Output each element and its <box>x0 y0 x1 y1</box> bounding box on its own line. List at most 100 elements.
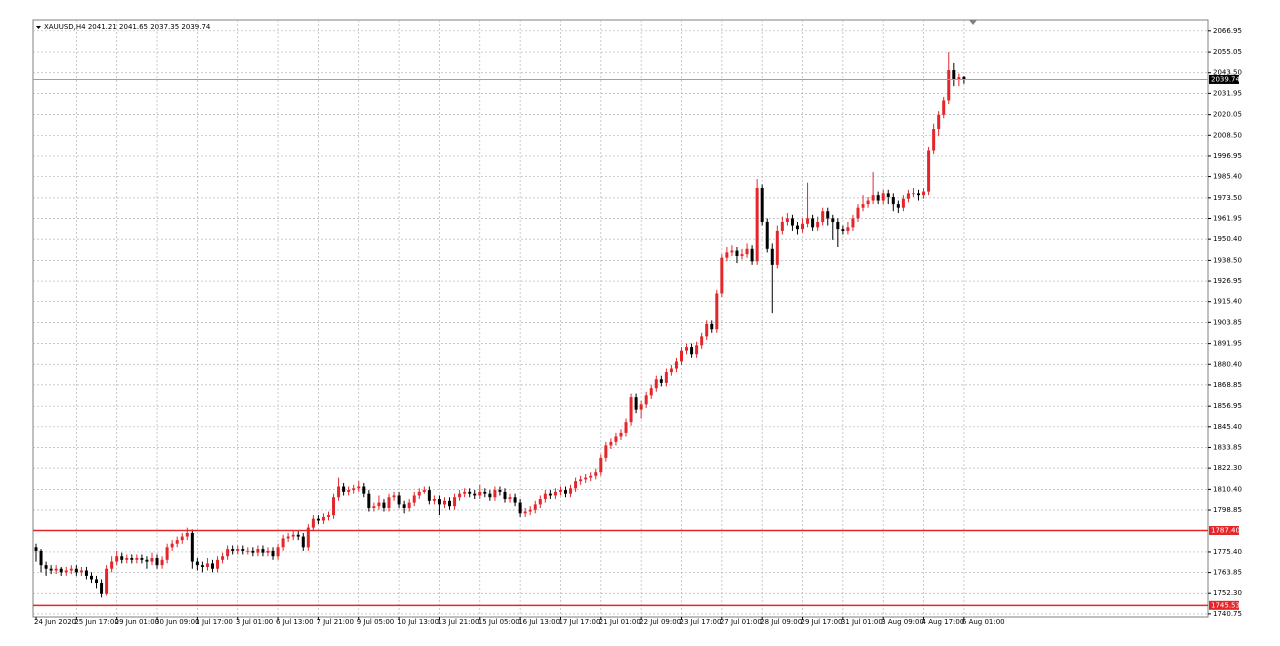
y-tick-label: 1985.40 <box>1213 173 1242 181</box>
candle-body <box>654 379 658 389</box>
y-tick-label: 1868.85 <box>1213 381 1242 389</box>
candle-body <box>342 486 346 492</box>
candle-body <box>528 509 532 512</box>
candle-body <box>906 193 910 199</box>
y-tick-label: 2020.05 <box>1213 111 1242 119</box>
candle-body <box>311 518 315 528</box>
candle-body <box>271 550 275 557</box>
candle-body <box>937 114 941 130</box>
candle-body <box>765 221 769 249</box>
candle-body <box>145 559 149 562</box>
y-tick-label: 1740.75 <box>1213 610 1242 618</box>
candle-body <box>377 502 381 507</box>
symbol: XAUUSD,H4 <box>44 23 86 31</box>
candle-body <box>387 497 391 508</box>
candle-body <box>730 250 734 253</box>
x-tick-label: 30 Jun 09:00 <box>155 618 199 626</box>
y-tick-label: 1856.95 <box>1213 402 1242 410</box>
y-tick-label: 1880.40 <box>1213 360 1242 368</box>
candle-body <box>211 563 215 569</box>
candle-body <box>942 100 946 115</box>
x-tick-label: 7 Jul 21:00 <box>316 618 354 626</box>
candle-body <box>760 188 764 222</box>
candle-body <box>836 221 840 230</box>
candle-body <box>574 481 578 489</box>
candle-body <box>221 556 225 560</box>
candle-body <box>866 200 870 205</box>
candle-body <box>175 540 179 544</box>
candle-body <box>200 565 204 567</box>
candle-body <box>105 568 109 594</box>
y-tick-label: 1798.85 <box>1213 506 1242 514</box>
y-tick-label: 1915.40 <box>1213 298 1242 306</box>
x-tick-label: 28 Jul 09:00 <box>760 618 802 626</box>
candle-body <box>649 388 653 396</box>
y-tick-label: 1961.95 <box>1213 214 1242 222</box>
candle-body <box>669 368 673 373</box>
candle-body <box>120 556 124 560</box>
candle-body <box>795 225 799 230</box>
candle-body <box>44 565 48 569</box>
candle-body <box>357 486 361 489</box>
candle-body <box>100 583 104 594</box>
candle-body <box>256 549 260 553</box>
candle-body <box>180 536 184 541</box>
candle-body <box>296 534 300 537</box>
candle-body <box>488 493 492 498</box>
candle-body <box>321 516 325 521</box>
candle-body <box>553 491 557 496</box>
candle-body <box>352 488 356 491</box>
candle-body <box>513 497 517 503</box>
candle-body <box>402 504 406 508</box>
y-tick-label: 1752.30 <box>1213 589 1242 597</box>
y-tick-label: 1891.95 <box>1213 340 1242 348</box>
price-label-box <box>1209 74 1239 84</box>
candle-body <box>432 499 436 501</box>
candle-body <box>599 457 603 473</box>
price-label: 2039.74 <box>1211 75 1240 83</box>
candle-body <box>64 570 68 573</box>
candle-body <box>110 561 114 569</box>
candle-body <box>740 254 744 256</box>
x-tick-label: 16 Jul 13:00 <box>518 618 560 626</box>
candle-body <box>755 188 759 262</box>
candle-body <box>115 556 119 562</box>
candle-body <box>518 502 522 514</box>
y-tick-label: 1845.40 <box>1213 423 1242 431</box>
candle-body <box>412 495 416 503</box>
candle-body <box>564 490 568 494</box>
candle-body <box>326 515 330 517</box>
candle-body <box>241 549 245 551</box>
y-tick-label: 2031.95 <box>1213 89 1242 97</box>
candle-body <box>543 493 547 500</box>
candle-body <box>806 218 810 224</box>
candle-body <box>266 550 270 553</box>
candle-body <box>205 563 209 567</box>
candle-body <box>195 561 199 566</box>
y-tick-label: 1938.50 <box>1213 256 1242 264</box>
candle-body <box>508 497 512 500</box>
candle-body <box>533 504 537 510</box>
candle-body <box>710 323 714 330</box>
candle-body <box>962 76 966 80</box>
candle-body <box>579 479 583 482</box>
candle-body <box>165 547 169 560</box>
candle-body <box>276 547 280 557</box>
candle-body <box>609 441 613 446</box>
candle-body <box>634 397 638 410</box>
candle-body <box>811 218 815 228</box>
candle-body <box>54 568 58 571</box>
high: 2041.65 <box>119 23 148 31</box>
open: 2041.21 <box>88 23 117 31</box>
candle-body <box>538 499 542 505</box>
candle-body <box>871 195 875 201</box>
candle-body <box>74 568 78 573</box>
candle-body <box>614 436 618 442</box>
candle-body <box>745 248 749 255</box>
candle-body <box>775 230 779 265</box>
y-tick-label: 2055.05 <box>1213 48 1242 56</box>
candle-body <box>39 550 43 566</box>
x-tick-label: 6 Jul 13:00 <box>276 618 314 626</box>
candle-body <box>291 534 295 537</box>
candle-body <box>780 221 784 231</box>
